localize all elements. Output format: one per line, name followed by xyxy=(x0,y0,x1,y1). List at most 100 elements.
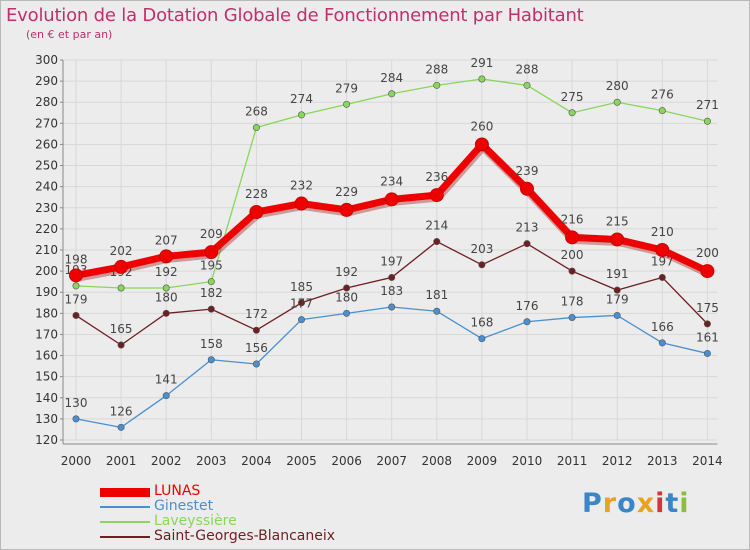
data-label: 181 xyxy=(425,288,448,302)
data-point xyxy=(523,81,531,89)
data-label: 216 xyxy=(561,212,584,226)
data-label: 288 xyxy=(516,62,539,76)
data-point xyxy=(297,316,305,324)
y-tick-label: 200 xyxy=(35,264,58,278)
data-point xyxy=(207,305,215,313)
y-tick-label: 220 xyxy=(35,222,58,236)
y-tick-label: 290 xyxy=(35,74,58,88)
y-tick-label: 180 xyxy=(35,306,58,320)
y-tick-label: 190 xyxy=(35,285,58,299)
data-label: 198 xyxy=(65,252,88,266)
data-point xyxy=(474,137,489,152)
y-tick-label: 250 xyxy=(35,159,58,173)
data-label: 275 xyxy=(561,90,584,104)
data-point xyxy=(343,309,351,317)
data-label: 166 xyxy=(651,320,674,334)
x-tick-label: 2002 xyxy=(151,454,182,468)
data-label: 288 xyxy=(425,62,448,76)
legend-swatch xyxy=(100,506,150,508)
logo-letter: x xyxy=(636,488,656,519)
data-point xyxy=(72,282,80,290)
y-tick-label: 140 xyxy=(35,391,58,405)
data-point xyxy=(613,311,621,319)
data-label: 180 xyxy=(155,290,178,304)
data-point xyxy=(655,243,670,257)
data-label: 180 xyxy=(335,290,358,304)
y-tick-label: 260 xyxy=(35,137,58,151)
data-label: 276 xyxy=(651,88,674,102)
data-point xyxy=(204,245,219,260)
data-label: 229 xyxy=(335,185,358,199)
data-point xyxy=(117,341,125,349)
data-label: 207 xyxy=(155,233,178,247)
logo-letter: i xyxy=(655,488,666,519)
data-point xyxy=(114,259,129,274)
data-label: 197 xyxy=(380,254,403,268)
data-label: 179 xyxy=(65,292,88,306)
chart-subtitle: (en € et par an) xyxy=(26,28,113,41)
x-tick-label: 2001 xyxy=(106,454,137,468)
data-point xyxy=(388,303,396,311)
data-point xyxy=(613,286,621,294)
logo-letter: i xyxy=(679,488,690,519)
legend-label: Saint-Georges-Blancaneix xyxy=(154,528,336,544)
x-tick-label: 2008 xyxy=(422,454,453,468)
data-label: 200 xyxy=(561,248,584,262)
logo-letter: r xyxy=(602,488,618,519)
data-label: 213 xyxy=(516,221,539,235)
y-tick-label: 280 xyxy=(35,95,58,109)
x-tick-label: 2000 xyxy=(61,454,92,468)
data-label: 126 xyxy=(110,404,133,418)
data-label: 274 xyxy=(290,92,313,106)
legend-item: Saint-Georges-Blancaneix xyxy=(100,528,400,545)
data-point xyxy=(343,284,351,292)
data-point xyxy=(478,261,486,269)
data-label: 268 xyxy=(245,105,268,119)
y-tick-label: 120 xyxy=(35,433,58,447)
data-label: 156 xyxy=(245,341,268,355)
data-label: 192 xyxy=(335,265,358,279)
x-tick-label: 2009 xyxy=(467,454,498,468)
x-tick-label: 2013 xyxy=(647,454,678,468)
data-label: 260 xyxy=(470,119,493,133)
data-point xyxy=(207,278,215,286)
data-label: 239 xyxy=(516,164,539,178)
data-label: 168 xyxy=(470,316,493,330)
data-label: 185 xyxy=(290,280,313,294)
data-point xyxy=(117,284,125,292)
y-tick-label: 270 xyxy=(35,116,58,130)
data-point xyxy=(703,320,711,328)
data-label: 215 xyxy=(606,214,629,228)
data-point xyxy=(613,98,621,106)
data-label: 165 xyxy=(110,322,133,336)
y-tick-label: 230 xyxy=(35,201,58,215)
data-label: 176 xyxy=(516,299,539,313)
data-point xyxy=(388,90,396,98)
data-label: 141 xyxy=(155,373,178,387)
data-point xyxy=(523,240,531,248)
data-point xyxy=(252,124,260,132)
data-label: 228 xyxy=(245,187,268,201)
data-label: 175 xyxy=(696,301,719,315)
data-point xyxy=(384,192,399,207)
data-point xyxy=(703,117,711,125)
data-label: 236 xyxy=(425,170,448,184)
legend-label: Ginestet xyxy=(154,498,214,514)
legend-item: Ginestet xyxy=(100,498,400,515)
data-label: 172 xyxy=(245,307,268,321)
legend-item: LUNAS xyxy=(100,484,400,500)
data-point xyxy=(162,309,170,317)
x-tick-label: 2011 xyxy=(557,454,588,468)
x-tick-label: 2014 xyxy=(692,454,723,468)
x-tick-label: 2010 xyxy=(512,454,543,468)
data-label: 200 xyxy=(696,246,719,260)
data-point xyxy=(252,360,260,368)
data-label: 232 xyxy=(290,179,313,193)
data-label: 177 xyxy=(290,297,313,311)
data-point xyxy=(339,202,354,217)
data-label: 130 xyxy=(65,396,88,410)
data-point xyxy=(565,230,580,245)
data-point xyxy=(429,188,444,203)
data-label: 202 xyxy=(110,244,133,258)
